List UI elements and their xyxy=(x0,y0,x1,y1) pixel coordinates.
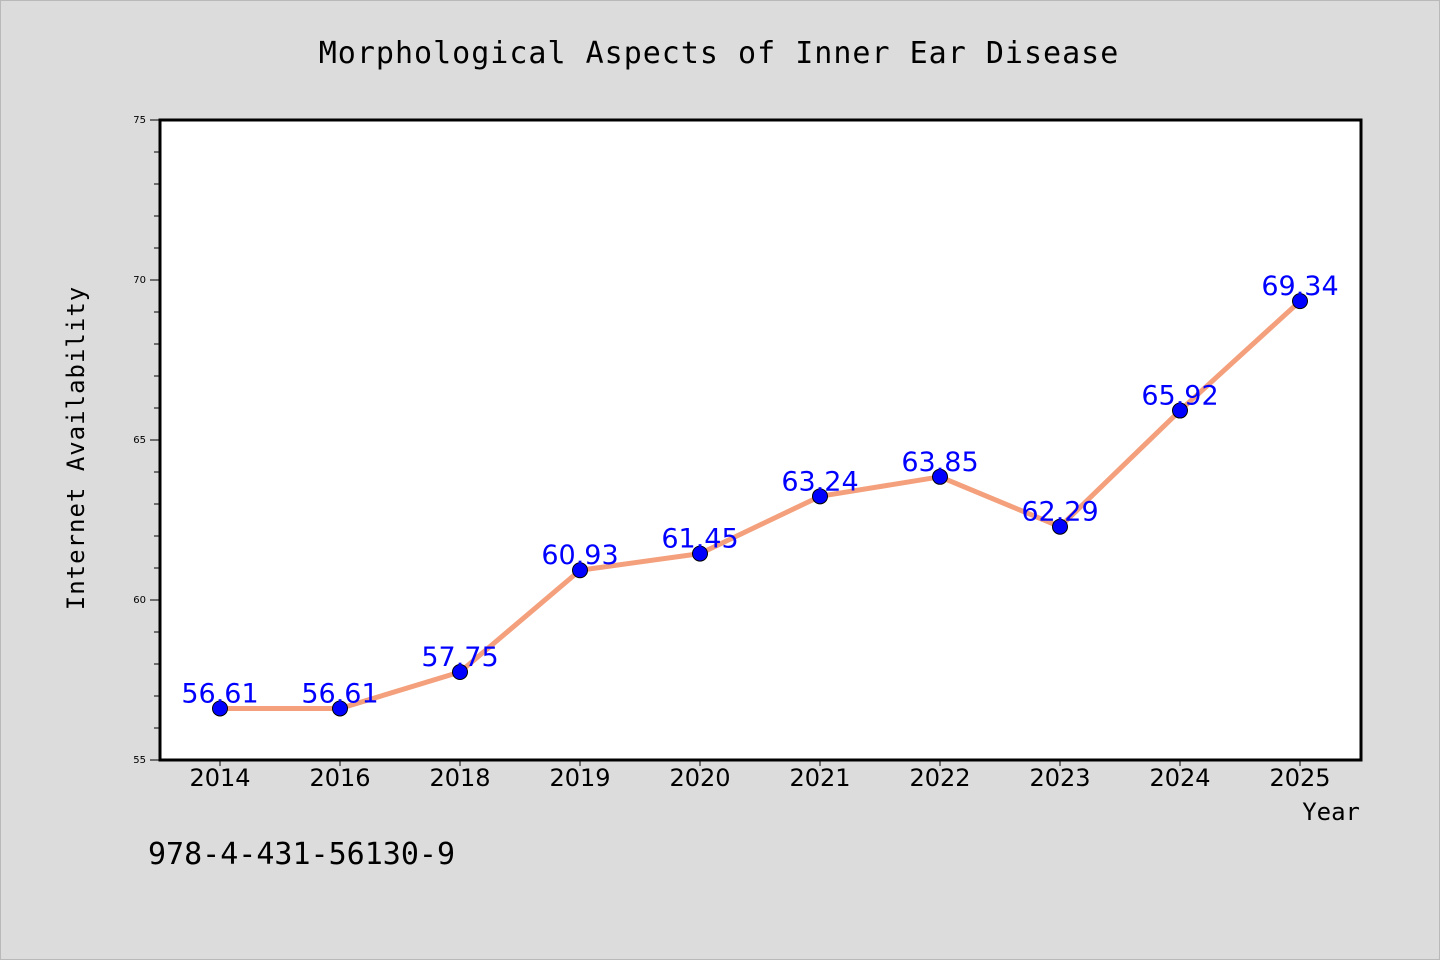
data-label: 56.61 xyxy=(181,678,258,709)
data-point xyxy=(932,468,948,485)
data-point xyxy=(1052,518,1068,535)
y-tick-label: 60 xyxy=(133,595,146,606)
x-axis: 2014 2016 2018 2019 2020 2021 2022 2023 2024 2025 xyxy=(189,760,1331,792)
series-polyline xyxy=(217,298,1303,711)
x-tick-label: 2024 xyxy=(1149,764,1210,792)
isbn-footer: 978-4-431-56130-9 xyxy=(148,837,455,872)
x-tick-label: 2022 xyxy=(909,764,970,792)
series-markers xyxy=(212,293,1308,717)
data-label: 63.24 xyxy=(781,466,858,497)
data-label: 69.34 xyxy=(1261,271,1338,302)
x-tick-label: 2020 xyxy=(669,764,730,792)
data-point xyxy=(212,700,228,717)
y-tick-label: 65 xyxy=(133,435,146,446)
chart-title: Morphological Aspects of Inner Ear Disea… xyxy=(319,36,1120,71)
data-point xyxy=(572,562,588,579)
data-point xyxy=(332,700,348,717)
y-tick-label: 70 xyxy=(133,275,146,286)
data-point xyxy=(812,488,828,505)
y-axis-label: Internet Availability xyxy=(62,286,90,610)
y-tick-label: 55 xyxy=(133,755,146,766)
data-point xyxy=(452,664,468,680)
x-tick-label: 2016 xyxy=(309,764,370,792)
x-tick-label: 2023 xyxy=(1029,764,1090,792)
y-tick-label: 75 xyxy=(133,115,146,126)
series-line xyxy=(217,298,1303,711)
x-tick-label: 2018 xyxy=(429,764,490,792)
data-label: 56.61 xyxy=(301,678,378,709)
data-label: 60.93 xyxy=(541,540,618,571)
data-labels: 56.61 56.61 57.75 60.93 61.45 63.24 63.85 62.29… xyxy=(181,271,1338,709)
data-label: 63.85 xyxy=(901,447,978,478)
data-label: 65.92 xyxy=(1141,381,1218,412)
data-point xyxy=(692,545,708,562)
x-tick-label: 2025 xyxy=(1269,764,1330,792)
plot-area xyxy=(158,118,1363,762)
x-tick-label: 2019 xyxy=(549,764,610,792)
data-label: 57.75 xyxy=(421,642,498,673)
data-label: 62.29 xyxy=(1021,497,1098,528)
data-label: 61.45 xyxy=(661,524,738,555)
data-point xyxy=(1172,402,1188,419)
x-tick-label: 2014 xyxy=(189,764,250,792)
data-point xyxy=(1292,293,1308,310)
y-axis: 55 60 65 70 75 xyxy=(133,115,160,766)
x-axis-label: Year xyxy=(1302,798,1360,826)
x-tick-label: 2021 xyxy=(789,764,850,792)
